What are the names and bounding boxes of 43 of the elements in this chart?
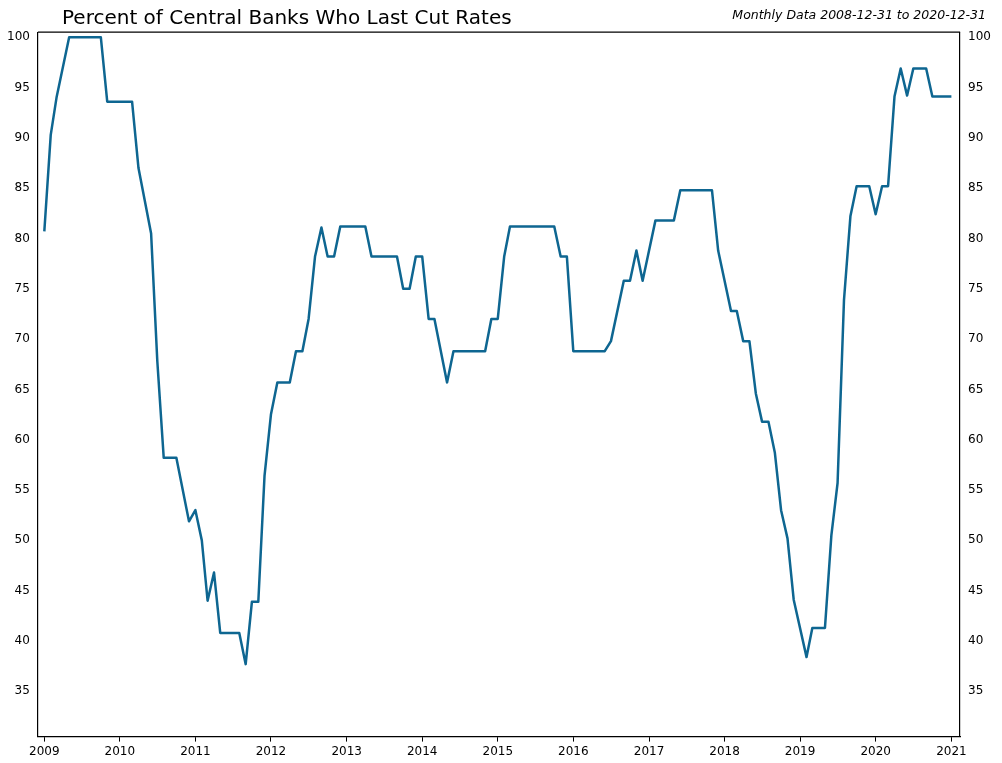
- x-tick-label: 2014: [406, 743, 438, 758]
- x-tick-label: 2017: [633, 743, 665, 758]
- chart-subtitle: Monthly Data 2008-12-31 to 2020-12-31: [732, 7, 986, 22]
- y2-tick-label: 45: [968, 582, 984, 597]
- y2-tick-label: 95: [968, 79, 984, 94]
- x-tick-label: 2018: [709, 743, 740, 758]
- chart-title: Percent of Central Banks Who Last Cut Rates: [62, 5, 512, 29]
- y2-tick-label: 35: [968, 683, 984, 698]
- y2-tick-label: 75: [968, 280, 984, 295]
- y2-tick-label: 60: [968, 431, 984, 446]
- x-tick-label: 2019: [784, 743, 816, 758]
- y-tick-label: 50: [14, 532, 30, 547]
- x-tick-label: 2015: [482, 743, 514, 758]
- y-tick-label: 35: [14, 683, 30, 698]
- y2-tick-label: 80: [968, 230, 984, 245]
- y2-tick-label: 85: [968, 180, 984, 195]
- y2-tick-label: 50: [968, 532, 984, 547]
- y-tick-label: 90: [14, 129, 30, 144]
- y2-tick-label: 40: [968, 633, 984, 648]
- x-tick-label: 2010: [104, 743, 136, 758]
- y2-tick-label: 55: [968, 482, 984, 497]
- y-tick-label: 45: [14, 582, 30, 597]
- y-tick-label: 60: [14, 431, 30, 446]
- x-tick-label: 2012: [255, 743, 287, 758]
- y-tick-label: 80: [14, 230, 30, 245]
- y-tick-label: 40: [14, 633, 30, 648]
- x-tick-label: 2016: [558, 743, 589, 758]
- x-tick-label: 2011: [180, 743, 211, 758]
- x-tick-label: 2020: [860, 743, 891, 758]
- y2-tick-label: 100: [968, 29, 991, 44]
- y-tick-label: 55: [14, 482, 30, 497]
- y-tick-label: 85: [14, 180, 30, 195]
- y-tick-label: 75: [14, 280, 30, 295]
- y-tick-label: 70: [14, 331, 30, 346]
- x-tick-label: 2009: [29, 743, 60, 758]
- y2-tick-label: 65: [968, 381, 984, 396]
- y-tick-label: 65: [14, 381, 30, 396]
- y-tick-label: 95: [14, 79, 30, 94]
- x-tick-label: 2021: [936, 743, 967, 758]
- y-tick-label: 100: [7, 29, 30, 44]
- y2-tick-label: 70: [968, 331, 984, 346]
- y2-tick-label: 90: [968, 129, 984, 144]
- x-tick-label: 2013: [331, 743, 362, 758]
